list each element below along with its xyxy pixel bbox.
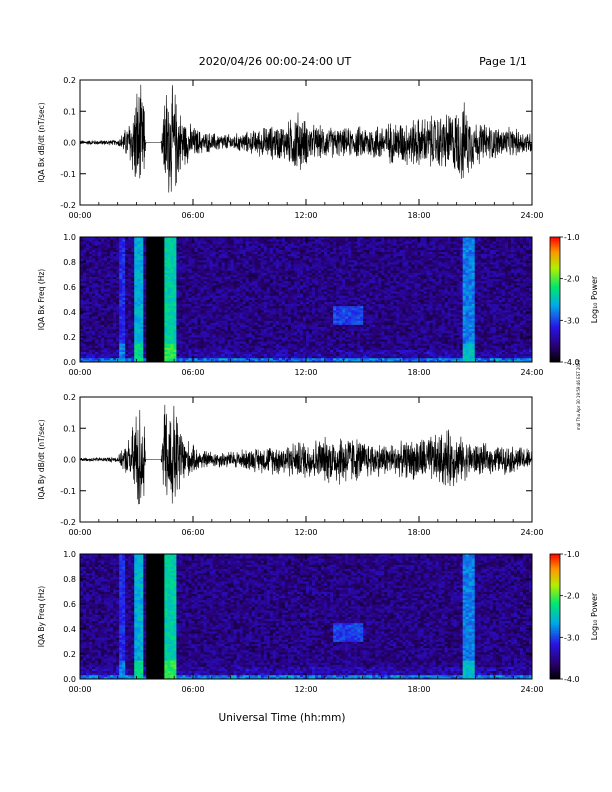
colorbar-ticklabel: -2.0: [564, 275, 580, 284]
series-line-bx-timeseries: [80, 84, 532, 193]
y-ticklabel: 1.0: [63, 550, 76, 559]
y-axis-label-bx-timeseries: IQA Bx dB/dt (nT/sec): [37, 102, 46, 183]
ticklabel-1800: 18:00: [407, 528, 430, 537]
ticklabel-2400: 24:00: [520, 211, 543, 220]
ticklabel-1800: 18:00: [407, 685, 430, 694]
ticklabel-2400: 24:00: [520, 528, 543, 537]
panel-by-timeseries: 00:00 06:00 12:00 18:00 24:00 0.2 0.1 0.0 -0.1 -0…: [37, 393, 544, 537]
colorbar-ticklabel: -1.0: [564, 233, 580, 242]
y-ticklabel: 0.2: [63, 76, 76, 85]
figure-title: 2020/04/26 00:00-24:00 UT: [199, 55, 352, 68]
y-ticklabel: 0.2: [63, 650, 76, 659]
ticklabel-1800: 18:00: [407, 211, 430, 220]
colorbar-bx-spectrogram: -1.0 -2.0 -3.0 -4.0 Log₁₀ Power: [549, 233, 599, 367]
ticklabel-1200: 12:00: [294, 368, 317, 377]
y-ticklabel: -0.2: [60, 201, 76, 210]
generation-stamp: mal Thu Apr 30 19:59:46 EST 2020: [576, 359, 581, 430]
y-ticklabel: 0.0: [63, 139, 76, 148]
y-ticklabel: 0.0: [63, 675, 76, 684]
ticklabel-1200: 12:00: [294, 528, 317, 537]
colorbar-ticklabel: -3.0: [564, 316, 580, 325]
ticklabel-1800: 18:00: [407, 368, 430, 377]
colorbar-ticklabel: -1.0: [564, 550, 580, 559]
y-ticklabel: 0.0: [63, 358, 76, 367]
y-ticklabel: 0.8: [63, 258, 76, 267]
page-indicator: Page 1/1: [479, 55, 527, 68]
y-ticklabel: 0.6: [63, 283, 76, 292]
x-axis-title: Universal Time (hh:mm): [219, 712, 346, 724]
ticklabel-0600: 06:00: [181, 528, 204, 537]
y-ticklabel: 0.2: [63, 393, 76, 402]
ticklabel-1200: 12:00: [294, 685, 317, 694]
colorbar-label: Log₁₀ Power: [590, 592, 599, 640]
colorbar-frame: [549, 553, 561, 680]
colorbar-ticklabel: -2.0: [564, 592, 580, 601]
panels: 00:00 06:00 12:00 18:00 24:00 0.2 0.1 0.0 -0.1 -0…: [37, 76, 599, 694]
y-axis-label-bx-spectrogram: IQA Bx Freq (Hz): [37, 269, 46, 331]
panel-by-spectrogram: 00:00 06:00 12:00 18:00 24:00 1.0 0.8 0.6 0.4 0.2…: [37, 550, 599, 694]
panel-bx-timeseries: 00:00 06:00 12:00 18:00 24:00 0.2 0.1 0.0 -0.1 -0…: [37, 76, 544, 220]
heatmap-cells-by-spectrogram: [80, 554, 533, 680]
y-ticklabel: 0.8: [63, 575, 76, 584]
y-ticklabel: 0.4: [63, 625, 76, 634]
y-ticklabel: -0.1: [60, 487, 76, 496]
ticklabel-2400: 24:00: [520, 368, 543, 377]
ticklabel-0000: 00:00: [68, 685, 91, 694]
ticklabel-0000: 00:00: [68, 528, 91, 537]
ticklabel-1200: 12:00: [294, 211, 317, 220]
y-ticklabel: -0.2: [60, 518, 76, 527]
y-ticklabel: 1.0: [63, 233, 76, 242]
y-ticklabel: 0.0: [63, 456, 76, 465]
ticklabel-0600: 06:00: [181, 685, 204, 694]
y-ticklabel: 0.1: [63, 424, 76, 433]
ticklabel-0600: 06:00: [181, 368, 204, 377]
ticklabel-0600: 06:00: [181, 211, 204, 220]
y-ticklabel: 0.1: [63, 107, 76, 116]
colorbar-ticklabel: -3.0: [564, 633, 580, 642]
heatmap-cells-bx-spectrogram: [80, 237, 533, 363]
colorbar-by-spectrogram: -1.0 -2.0 -3.0 -4.0 Log₁₀ Power: [549, 550, 599, 684]
colorbar-frame: [549, 236, 561, 363]
colorbar-ticklabel: -4.0: [564, 675, 580, 684]
y-axis-label-by-timeseries: IQA By dB/dt (nT/sec): [37, 419, 46, 500]
colorbar-label: Log₁₀ Power: [590, 275, 599, 323]
panel-bx-spectrogram: 00:00 06:00 12:00 18:00 24:00 1.0 0.8 0.6 0.4 0.2…: [37, 233, 599, 377]
ticklabel-0000: 00:00: [68, 211, 91, 220]
series-line-by-timeseries: [80, 404, 532, 505]
colorbar-ticklabel: -4.0: [564, 358, 580, 367]
y-axis-label-by-spectrogram: IQA By Freq (Hz): [37, 586, 46, 648]
y-ticklabel: -0.1: [60, 170, 76, 179]
y-ticklabel: 0.6: [63, 600, 76, 609]
y-ticklabel: 0.4: [63, 308, 76, 317]
ticklabel-0000: 00:00: [68, 368, 91, 377]
y-ticklabel: 0.2: [63, 333, 76, 342]
ticklabel-2400: 24:00: [520, 685, 543, 694]
